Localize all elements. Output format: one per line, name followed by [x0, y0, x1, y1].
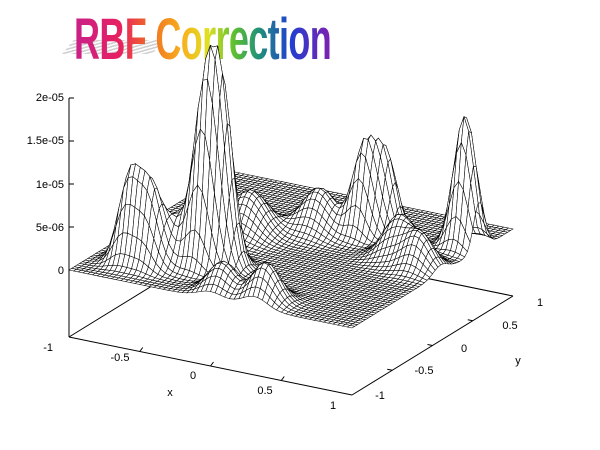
y-axis-label: y	[515, 355, 521, 367]
x-tick	[280, 376, 285, 381]
x-tick	[139, 347, 144, 352]
x-tick-label: 1	[330, 400, 336, 412]
z-tick-label: 0	[58, 265, 64, 277]
z-tick-label: 1.5e-05	[27, 135, 64, 147]
x-tick-label: -1	[43, 342, 53, 354]
y-tick	[467, 319, 473, 322]
z-tick-label: 2e-05	[36, 92, 64, 104]
x-tick	[210, 361, 214, 367]
x-tick-label: -0.5	[111, 352, 130, 364]
y-tick-label: -1	[375, 390, 385, 402]
x-tick-label: 0.5	[257, 385, 272, 397]
chart-title: RBF Correction	[74, 7, 332, 72]
y-tick-label: 1	[537, 297, 543, 309]
axis-labels: 2e-05 1.5e-05 1e-05 5e-06 0 -1 -0.5 0 0.…	[27, 92, 543, 412]
z-tick-label: 5e-06	[36, 222, 64, 234]
y-tick-label: 0.5	[502, 320, 517, 332]
surface-quad	[346, 325, 356, 329]
y-tick-label: -0.5	[415, 365, 434, 377]
y-tick-label: 0	[461, 343, 467, 355]
z-tick-label: 1e-05	[36, 179, 64, 191]
y-tick	[387, 368, 393, 371]
x-axis-label: x	[167, 387, 173, 399]
y-tick	[427, 344, 433, 346]
x-tick-label: 0	[190, 370, 196, 382]
surface	[68, 44, 514, 329]
